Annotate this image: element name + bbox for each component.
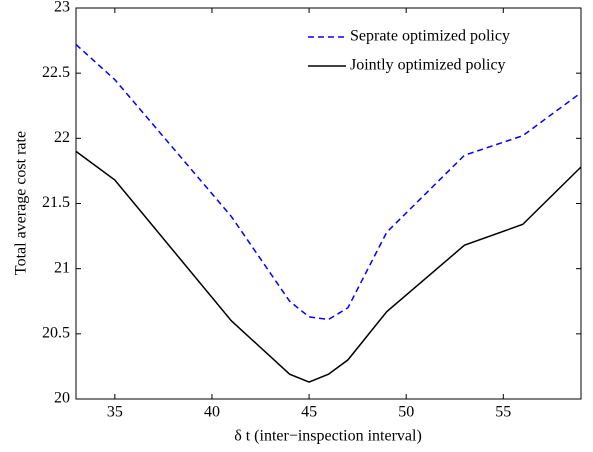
series-line <box>75 43 582 321</box>
y-tick-label: 20.5 <box>42 325 70 342</box>
legend-label: Jointly optimized policy <box>350 57 506 74</box>
y-axis-label: Total average cost rate <box>13 131 30 275</box>
x-tick-label: 35 <box>107 404 123 421</box>
x-tick-label: 45 <box>301 404 317 421</box>
x-tick-label: 50 <box>398 404 414 421</box>
legend-label: Seprate optimized policy <box>350 28 510 45</box>
x-axis-label: δ t (inter−inspection interval) <box>234 428 422 445</box>
y-tick-label: 21.5 <box>42 194 70 211</box>
y-tick-label: 23 <box>54 0 70 16</box>
y-tick-label: 21 <box>54 259 70 276</box>
series-line <box>75 150 582 383</box>
y-tick-label: 20 <box>54 390 70 407</box>
x-tick-label: 55 <box>495 404 511 421</box>
x-tick-label: 40 <box>204 404 220 421</box>
y-tick-label: 22 <box>54 129 70 146</box>
y-tick-label: 22.5 <box>42 64 70 81</box>
